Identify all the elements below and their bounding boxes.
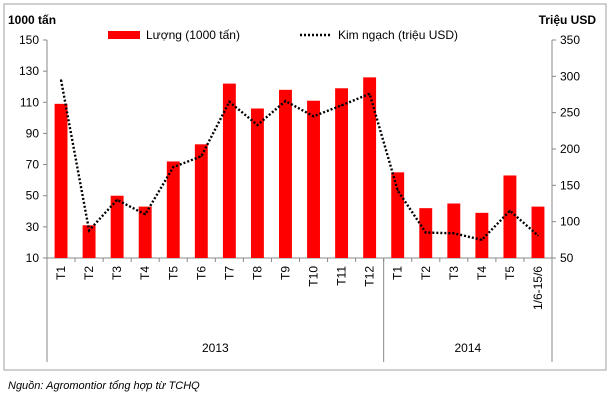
x-tick-label: T9 <box>278 266 292 280</box>
bar <box>54 103 68 258</box>
series-line <box>59 79 539 242</box>
right-tick-label: 200 <box>560 142 580 156</box>
legend-label-bar: Lượng (1000 tấn) <box>146 28 240 42</box>
x-tick-label: T11 <box>335 266 349 286</box>
bar <box>335 88 349 259</box>
bar <box>279 89 292 258</box>
bar <box>475 212 489 258</box>
x-tick-label: T12 <box>363 266 377 287</box>
line-point <box>312 115 315 118</box>
line-point <box>509 209 511 212</box>
bar <box>110 195 124 258</box>
x-tick-label: T5 <box>166 266 180 280</box>
x-tick-label: T8 <box>250 266 264 280</box>
x-tick-label: T3 <box>110 266 124 280</box>
line-point <box>256 124 259 126</box>
line-point <box>60 79 62 81</box>
bar <box>166 161 180 258</box>
x-tick-label: T7 <box>222 266 236 280</box>
line-point <box>368 92 371 95</box>
left-tick-label: 150 <box>19 33 39 47</box>
right-tick-label: 150 <box>560 178 580 192</box>
x-tick-label: T1 <box>391 266 405 280</box>
line-point <box>144 213 146 216</box>
left-tick-label: 90 <box>26 126 40 140</box>
bar <box>194 144 208 258</box>
left-tick-label: 10 <box>26 251 40 265</box>
x-tick-label: T3 <box>447 266 461 280</box>
left-tick-label: 130 <box>19 64 39 78</box>
bar <box>307 100 320 258</box>
x-tick-label: 1/6-15/6 <box>531 266 545 310</box>
left-axis-title: 1000 tấn <box>8 13 56 27</box>
line-point <box>228 100 231 103</box>
line-point <box>340 104 343 107</box>
bar <box>363 77 377 258</box>
left-tick-label: 110 <box>20 95 39 109</box>
line-point <box>172 166 175 168</box>
x-tick-label: T6 <box>194 266 208 280</box>
line-point <box>396 189 399 192</box>
x-tick-label: T2 <box>419 266 433 280</box>
right-tick-label: 250 <box>560 106 580 120</box>
bar <box>82 225 96 258</box>
x-tick-label: T10 <box>307 266 321 287</box>
x-tick-label: T4 <box>138 266 152 280</box>
left-tick-label: 50 <box>26 189 40 203</box>
right-tick-label: 100 <box>560 215 580 229</box>
left-tick-label: 30 <box>26 220 40 234</box>
right-tick-label: 50 <box>560 251 574 265</box>
x-tick-label: T5 <box>503 266 517 280</box>
group-label: 2014 <box>454 341 481 355</box>
line-point <box>481 239 483 241</box>
legend-label-line: Kim ngạch (triệu USD) <box>338 28 458 42</box>
group-label: 2013 <box>202 341 229 355</box>
right-tick-label: 350 <box>560 33 580 47</box>
bar <box>503 175 517 258</box>
right-tick-label: 300 <box>560 69 580 83</box>
plot-area: 10 30 50 70 90 110 130 150 50 100 150 200 250 300 350 T… <box>19 33 580 362</box>
bar <box>138 206 152 258</box>
line-point <box>116 199 118 201</box>
line-point <box>200 155 203 158</box>
line-point <box>88 229 90 232</box>
right-axis-title: Triệu USD <box>539 13 597 27</box>
line-point <box>453 232 455 235</box>
bar <box>391 172 405 258</box>
left-tick-label: 70 <box>26 158 40 172</box>
bar <box>250 108 264 258</box>
x-tick-label: T2 <box>82 266 96 280</box>
source-note: Nguồn: Agromontior tổng hợp từ TCHQ <box>8 380 200 392</box>
bar <box>222 83 236 258</box>
line-point <box>284 100 287 102</box>
bar <box>531 206 545 258</box>
legend: Lượng (1000 tấn) Kim ngạch (triệu USD) <box>108 28 458 42</box>
line-point <box>424 231 427 234</box>
legend-swatch-bar <box>108 31 140 39</box>
bar <box>447 203 461 258</box>
x-tick-label: T4 <box>475 266 489 280</box>
x-tick-label: T1 <box>54 266 68 280</box>
line-point <box>537 234 539 237</box>
